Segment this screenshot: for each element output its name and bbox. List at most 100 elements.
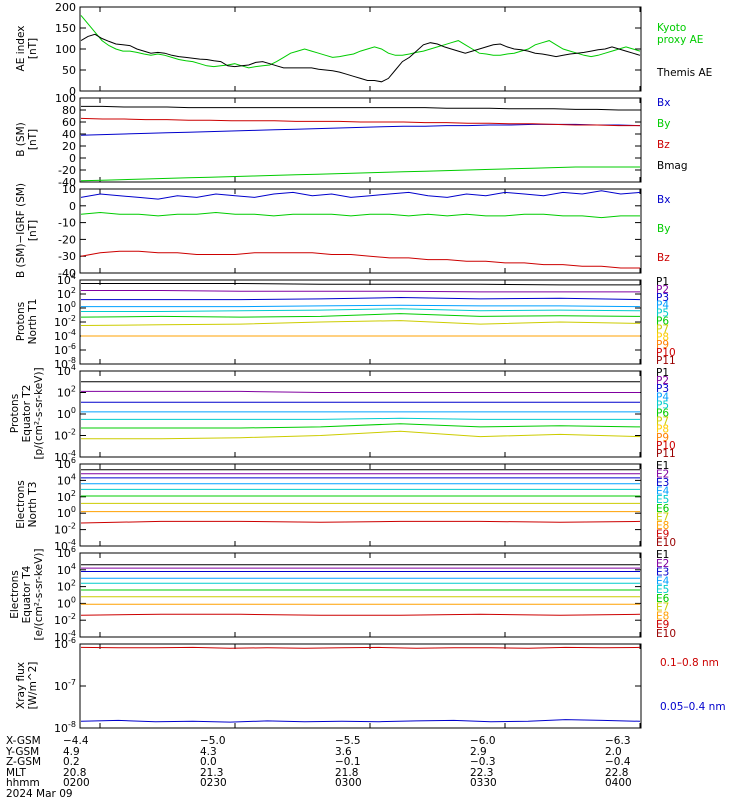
series-line-p5 bbox=[81, 417, 640, 420]
y-tick-label: 100 bbox=[57, 505, 76, 520]
legend-e1: E1 bbox=[656, 549, 669, 561]
legend-e9: E9 bbox=[656, 528, 669, 540]
ephemeris-value: −0.4 bbox=[605, 756, 631, 768]
series-line-bz bbox=[80, 250, 640, 269]
series-line-bx bbox=[80, 190, 641, 200]
ephemeris-table: X-GSM −4.4 −5.0 −5.5 −6.0 −6.3 Y-GSM 4.9 4.3 3.6 2… bbox=[0, 736, 750, 800]
y-axis-label: [nT] bbox=[27, 129, 39, 150]
legend-by: By bbox=[657, 223, 670, 235]
y-tick-label: 10 bbox=[62, 183, 76, 196]
series-line-themis-ae bbox=[80, 33, 641, 83]
ephemeris-value: 0.2 bbox=[63, 756, 80, 768]
ephemeris-value: 3.6 bbox=[335, 745, 352, 758]
legend-p8: P8 bbox=[656, 424, 669, 436]
y-tick-label: 10-2 bbox=[54, 428, 76, 443]
legend-bx: Bx bbox=[657, 97, 670, 109]
y-tick-label: 100 bbox=[55, 43, 76, 56]
legend-e6: E6 bbox=[656, 593, 670, 605]
legend-e1: E1 bbox=[656, 460, 669, 472]
series-line-bz bbox=[80, 117, 640, 127]
legend-e5: E5 bbox=[656, 494, 669, 506]
y-tick-label: 50 bbox=[62, 64, 76, 77]
y-tick-label: 102 bbox=[57, 579, 76, 594]
y-axis-label: [W/m^2] bbox=[27, 662, 39, 710]
plot-frame bbox=[79, 188, 642, 274]
y-axis-label: North T1 bbox=[27, 299, 39, 345]
ephemeris-row-label: Z-GSM bbox=[6, 756, 42, 768]
ephemeris-row-label: hhmm bbox=[6, 777, 40, 789]
y-tick-label: -30 bbox=[58, 250, 76, 263]
y-axis-label: Electrons bbox=[15, 480, 27, 529]
series-line-p1 bbox=[81, 283, 640, 286]
legend-p8: P8 bbox=[656, 331, 669, 343]
y-tick-label: -40 bbox=[58, 267, 76, 280]
legend-kyoto-ae: proxy AE bbox=[657, 34, 703, 46]
y-axis-label: Protons bbox=[15, 302, 27, 341]
ephemeris-value: 20.8 bbox=[63, 766, 87, 779]
y-tick-label: 100 bbox=[57, 406, 76, 421]
series-line-e9 bbox=[80, 613, 641, 616]
legend-e2: E2 bbox=[656, 558, 669, 570]
plot-frame bbox=[79, 552, 642, 638]
panel-xr: 10-6 10-7 10-8 Xray flux [W/m^2] 0.1–0.8 nm 0.… bbox=[15, 636, 726, 735]
y-tick-label: 106 bbox=[57, 456, 76, 471]
legend-p1: P1 bbox=[656, 367, 669, 379]
series-line-kyoto-proxy-ae bbox=[80, 15, 641, 69]
plot-frame bbox=[79, 643, 642, 729]
legend-p11: P11 bbox=[656, 355, 676, 367]
y-tick-label: -20 bbox=[58, 233, 76, 246]
y-tick-label: 60 bbox=[62, 116, 76, 129]
series-line-by bbox=[80, 211, 640, 219]
legend-bz: Bz bbox=[657, 139, 670, 151]
y-tick-label: 100 bbox=[57, 595, 76, 610]
series-line-p5 bbox=[81, 308, 641, 312]
y-tick-label: 150 bbox=[55, 22, 76, 35]
panel-bigrf: 10 0 -10 -20 -30 -40 B (SM)−IGRF (SM) [nT] Bx By B… bbox=[15, 183, 670, 280]
legend-p9: P9 bbox=[656, 432, 669, 444]
legend-p9: P9 bbox=[656, 339, 669, 351]
legend-e2: E2 bbox=[656, 469, 669, 481]
series-line-p2 bbox=[81, 390, 640, 393]
y-tick-label: 104 bbox=[57, 272, 76, 287]
y-tick-label: 100 bbox=[57, 300, 76, 315]
y-tick-label: 0 bbox=[69, 200, 76, 213]
ephemeris-row-label: MLT bbox=[6, 766, 26, 779]
y-tick-label: 106 bbox=[57, 545, 76, 560]
legend-e10: E10 bbox=[656, 628, 676, 640]
legend-p1: P1 bbox=[656, 276, 669, 288]
legend-p7: P7 bbox=[656, 416, 669, 428]
legend-p10: P10 bbox=[656, 347, 676, 359]
legend-e8: E8 bbox=[656, 610, 669, 622]
y-tick-label: 0 bbox=[69, 85, 76, 98]
ephemeris-value: 0330 bbox=[470, 777, 497, 789]
legend-bmag: Bmag bbox=[657, 160, 688, 172]
legend-e7: E7 bbox=[656, 511, 669, 523]
y-tick-label: -20 bbox=[58, 164, 76, 177]
legend-p4: P4 bbox=[656, 391, 669, 403]
y-tick-label: 40 bbox=[62, 128, 76, 141]
legend-p6: P6 bbox=[656, 316, 669, 328]
series-line-p7 bbox=[80, 320, 641, 326]
legend-p2: P2 bbox=[656, 375, 669, 387]
y-tick-label: 0 bbox=[69, 152, 76, 165]
ephemeris-row-label: X-GSM bbox=[6, 735, 41, 747]
series-line-bmag bbox=[81, 105, 640, 111]
legend-e5: E5 bbox=[656, 584, 669, 596]
plot-frame bbox=[79, 370, 642, 458]
series-line-p6 bbox=[81, 423, 641, 429]
ephemeris-value: −6.0 bbox=[470, 735, 496, 747]
legend-e7: E7 bbox=[656, 602, 669, 614]
series-line-bx bbox=[80, 123, 641, 136]
y-tick-label: 10-2 bbox=[54, 522, 76, 537]
series-line-0.05–0.4-nm bbox=[80, 719, 641, 723]
ephemeris-value: 22.3 bbox=[470, 766, 494, 779]
ephemeris-value: 22.8 bbox=[605, 766, 629, 779]
y-tick-label: 102 bbox=[57, 489, 76, 504]
y-tick-label: 104 bbox=[57, 363, 76, 378]
ephemeris-value: 0.0 bbox=[200, 756, 217, 768]
ephemeris-value: −6.3 bbox=[605, 735, 631, 747]
y-tick-label: 104 bbox=[57, 562, 76, 577]
ephemeris-value: −4.4 bbox=[63, 735, 89, 747]
